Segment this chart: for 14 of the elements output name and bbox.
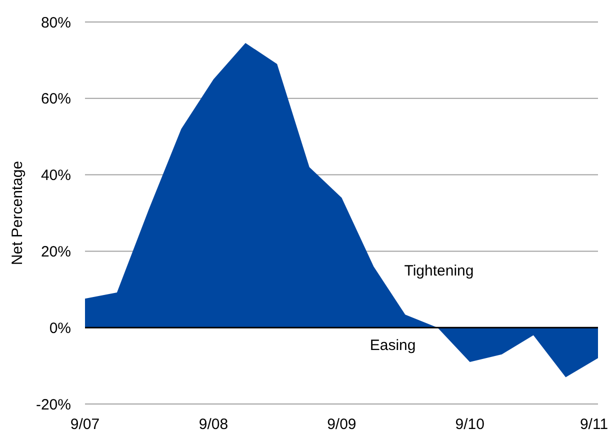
- y-tick-label: -20%: [36, 396, 71, 414]
- x-tick-label: 9/10: [455, 416, 484, 433]
- x-tick-label: 9/07: [70, 416, 100, 433]
- annotation: Easing: [370, 337, 416, 354]
- y-tick-label: 40%: [40, 167, 71, 184]
- x-tick-label: 9/08: [198, 416, 228, 433]
- annotation: Tightening: [404, 262, 474, 280]
- x-tick-label: 9/11: [580, 416, 608, 433]
- y-tick-label: 60%: [40, 90, 71, 108]
- y-tick-label: 80%: [40, 14, 71, 32]
- y-tick-label: 0%: [49, 320, 71, 337]
- y-tick-label: 20%: [40, 243, 71, 260]
- x-tick-label: 9/09: [327, 416, 356, 433]
- y-axis-title: Net Percentage: [9, 160, 26, 266]
